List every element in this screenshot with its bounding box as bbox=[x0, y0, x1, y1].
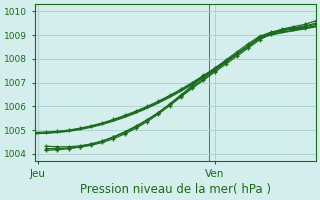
X-axis label: Pression niveau de la mer( hPa ): Pression niveau de la mer( hPa ) bbox=[80, 183, 271, 196]
